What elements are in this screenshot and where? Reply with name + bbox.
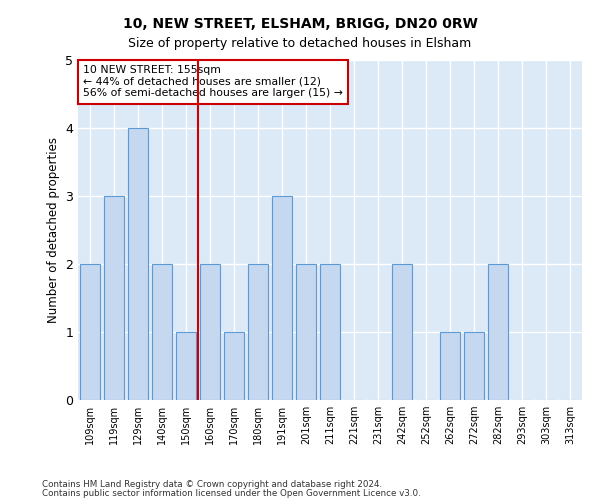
Bar — [224, 332, 244, 400]
Bar — [296, 264, 316, 400]
Text: 10, NEW STREET, ELSHAM, BRIGG, DN20 0RW: 10, NEW STREET, ELSHAM, BRIGG, DN20 0RW — [122, 18, 478, 32]
Bar — [392, 264, 412, 400]
Bar — [152, 264, 172, 400]
Bar — [200, 264, 220, 400]
Text: Contains public sector information licensed under the Open Government Licence v3: Contains public sector information licen… — [42, 489, 421, 498]
Bar — [464, 332, 484, 400]
Bar — [80, 264, 100, 400]
Y-axis label: Number of detached properties: Number of detached properties — [47, 137, 59, 323]
Bar — [248, 264, 268, 400]
Bar — [104, 196, 124, 400]
Bar — [440, 332, 460, 400]
Text: Size of property relative to detached houses in Elsham: Size of property relative to detached ho… — [128, 38, 472, 51]
Text: Contains HM Land Registry data © Crown copyright and database right 2024.: Contains HM Land Registry data © Crown c… — [42, 480, 382, 489]
Bar — [272, 196, 292, 400]
Text: 10 NEW STREET: 155sqm
← 44% of detached houses are smaller (12)
56% of semi-deta: 10 NEW STREET: 155sqm ← 44% of detached … — [83, 65, 343, 98]
Bar — [488, 264, 508, 400]
Bar — [320, 264, 340, 400]
Bar — [128, 128, 148, 400]
Bar — [176, 332, 196, 400]
